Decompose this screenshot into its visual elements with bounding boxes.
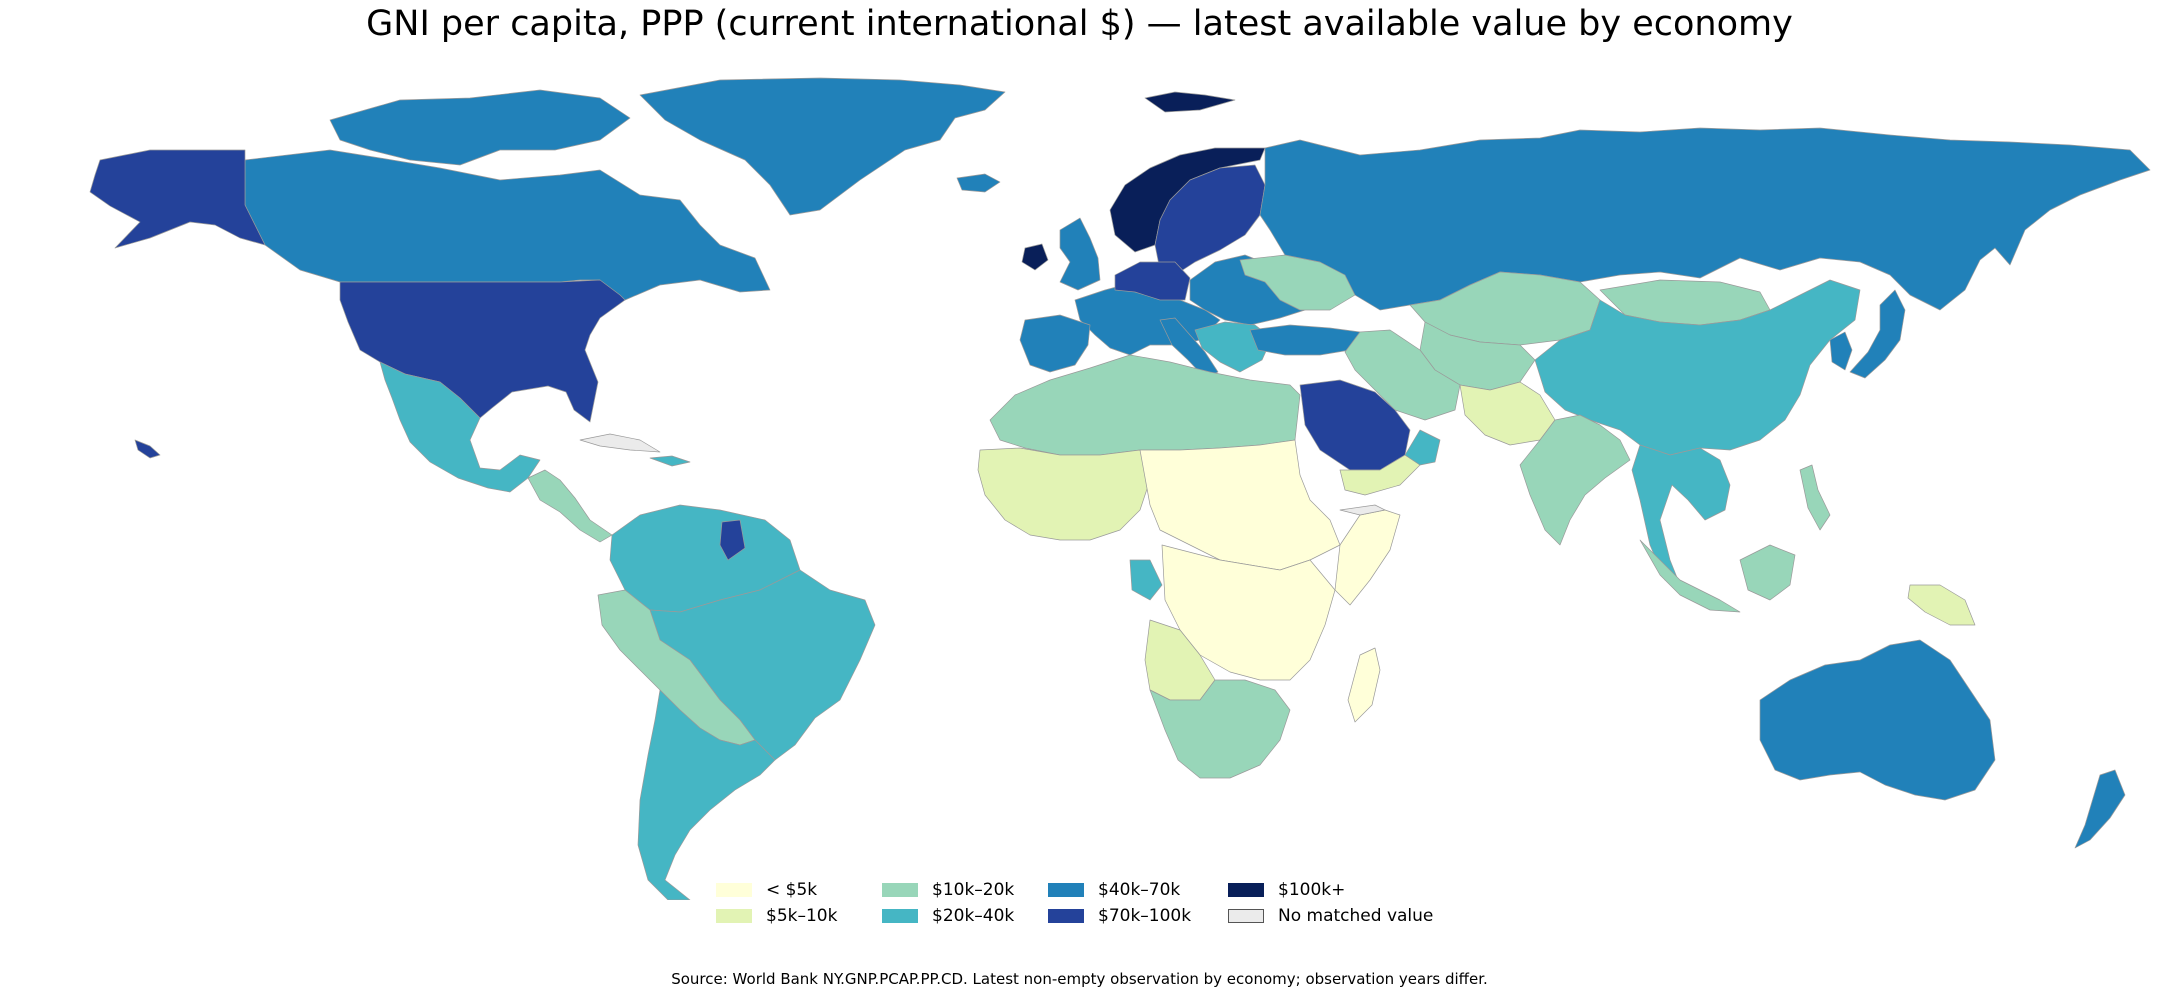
legend-swatch bbox=[1048, 883, 1084, 897]
legend-label: $70k–100k bbox=[1098, 906, 1192, 926]
region-greenland[interactable] bbox=[639, 77, 1006, 216]
region-arctic-islands[interactable] bbox=[329, 89, 631, 166]
region-oman[interactable] bbox=[1404, 429, 1441, 466]
region-iran[interactable] bbox=[1344, 329, 1461, 421]
region-yemen[interactable] bbox=[1339, 454, 1421, 496]
region-svalbard[interactable] bbox=[1144, 91, 1236, 113]
region-russia[interactable] bbox=[1259, 127, 2151, 311]
legend-swatch bbox=[1228, 909, 1264, 923]
region-india[interactable] bbox=[1519, 414, 1631, 546]
map-title: GNI per capita, PPP (current internation… bbox=[366, 4, 1793, 44]
region-hawaii[interactable] bbox=[134, 439, 161, 459]
legend-item-100kplus: $100k+ bbox=[1228, 880, 1345, 900]
legend-item-5-10k: $5k–10k bbox=[716, 906, 837, 926]
region-italy[interactable] bbox=[1159, 317, 1219, 379]
legend-item-10-20k: $10k–20k bbox=[882, 880, 1014, 900]
region-ireland[interactable] bbox=[1021, 243, 1049, 271]
region-north-africa[interactable] bbox=[989, 354, 1301, 456]
legend-label: No matched value bbox=[1278, 906, 1434, 926]
region-germany[interactable] bbox=[1114, 261, 1191, 301]
world-map bbox=[89, 77, 2151, 900]
region-uk[interactable] bbox=[1059, 217, 1101, 291]
region-borneo[interactable] bbox=[1739, 544, 1796, 601]
region-alaska[interactable] bbox=[89, 149, 266, 249]
region-indonesia[interactable] bbox=[1639, 539, 1741, 613]
region-southern-cone[interactable] bbox=[637, 689, 776, 900]
legend-item-40-70k: $40k–70k bbox=[1048, 880, 1180, 900]
legend-item-no-data: No matched value bbox=[1228, 906, 1433, 926]
region-turkey[interactable] bbox=[1249, 324, 1361, 356]
region-new-guinea[interactable] bbox=[1907, 584, 1976, 626]
region-somaliland-nodata[interactable] bbox=[1339, 504, 1386, 516]
region-central-america[interactable] bbox=[527, 469, 613, 543]
region-madagascar[interactable] bbox=[1347, 647, 1381, 723]
legend-item-70-100k: $70k–100k bbox=[1048, 906, 1191, 926]
legend-label: $100k+ bbox=[1278, 880, 1346, 900]
region-southeast-asia[interactable] bbox=[1631, 444, 1731, 586]
region-japan[interactable] bbox=[1849, 289, 1906, 379]
legend-label: $20k–40k bbox=[932, 906, 1015, 926]
legend-swatch bbox=[716, 909, 752, 923]
legend-label: $5k–10k bbox=[766, 906, 838, 926]
region-afghanistan-pakistan[interactable] bbox=[1459, 381, 1556, 446]
region-united-states[interactable] bbox=[339, 279, 626, 423]
map-legend: < $5k $5k–10k $10k–20k $20k–40k $40k–70k… bbox=[716, 880, 1456, 936]
region-philippines[interactable] bbox=[1799, 464, 1831, 531]
source-note: Source: World Bank NY.GNP.PCAP.PP.CD. La… bbox=[671, 970, 1488, 988]
legend-label: $40k–70k bbox=[1098, 880, 1181, 900]
legend-swatch bbox=[1228, 883, 1264, 897]
legend-item-20-40k: $20k–40k bbox=[882, 906, 1014, 926]
legend-label: < $5k bbox=[766, 880, 818, 900]
region-korea[interactable] bbox=[1829, 331, 1853, 371]
legend-swatch bbox=[1048, 909, 1084, 923]
region-iceland[interactable] bbox=[956, 173, 1001, 193]
region-iberia[interactable] bbox=[1019, 314, 1091, 373]
region-cuba[interactable] bbox=[579, 433, 661, 453]
legend-item-lt5k: < $5k bbox=[716, 880, 817, 900]
legend-swatch bbox=[882, 909, 918, 923]
region-mexico[interactable] bbox=[379, 361, 541, 493]
region-horn-of-africa[interactable] bbox=[1334, 509, 1401, 606]
region-guyana[interactable] bbox=[719, 519, 746, 561]
region-west-africa[interactable] bbox=[977, 447, 1151, 541]
region-australia[interactable] bbox=[1759, 639, 1996, 801]
legend-label: $10k–20k bbox=[932, 880, 1015, 900]
legend-swatch bbox=[716, 883, 752, 897]
region-southern-africa[interactable] bbox=[1149, 679, 1291, 779]
legend-swatch bbox=[882, 883, 918, 897]
region-caribbean[interactable] bbox=[649, 455, 691, 467]
region-gabon[interactable] bbox=[1129, 559, 1163, 601]
region-new-zealand[interactable] bbox=[2074, 769, 2126, 849]
